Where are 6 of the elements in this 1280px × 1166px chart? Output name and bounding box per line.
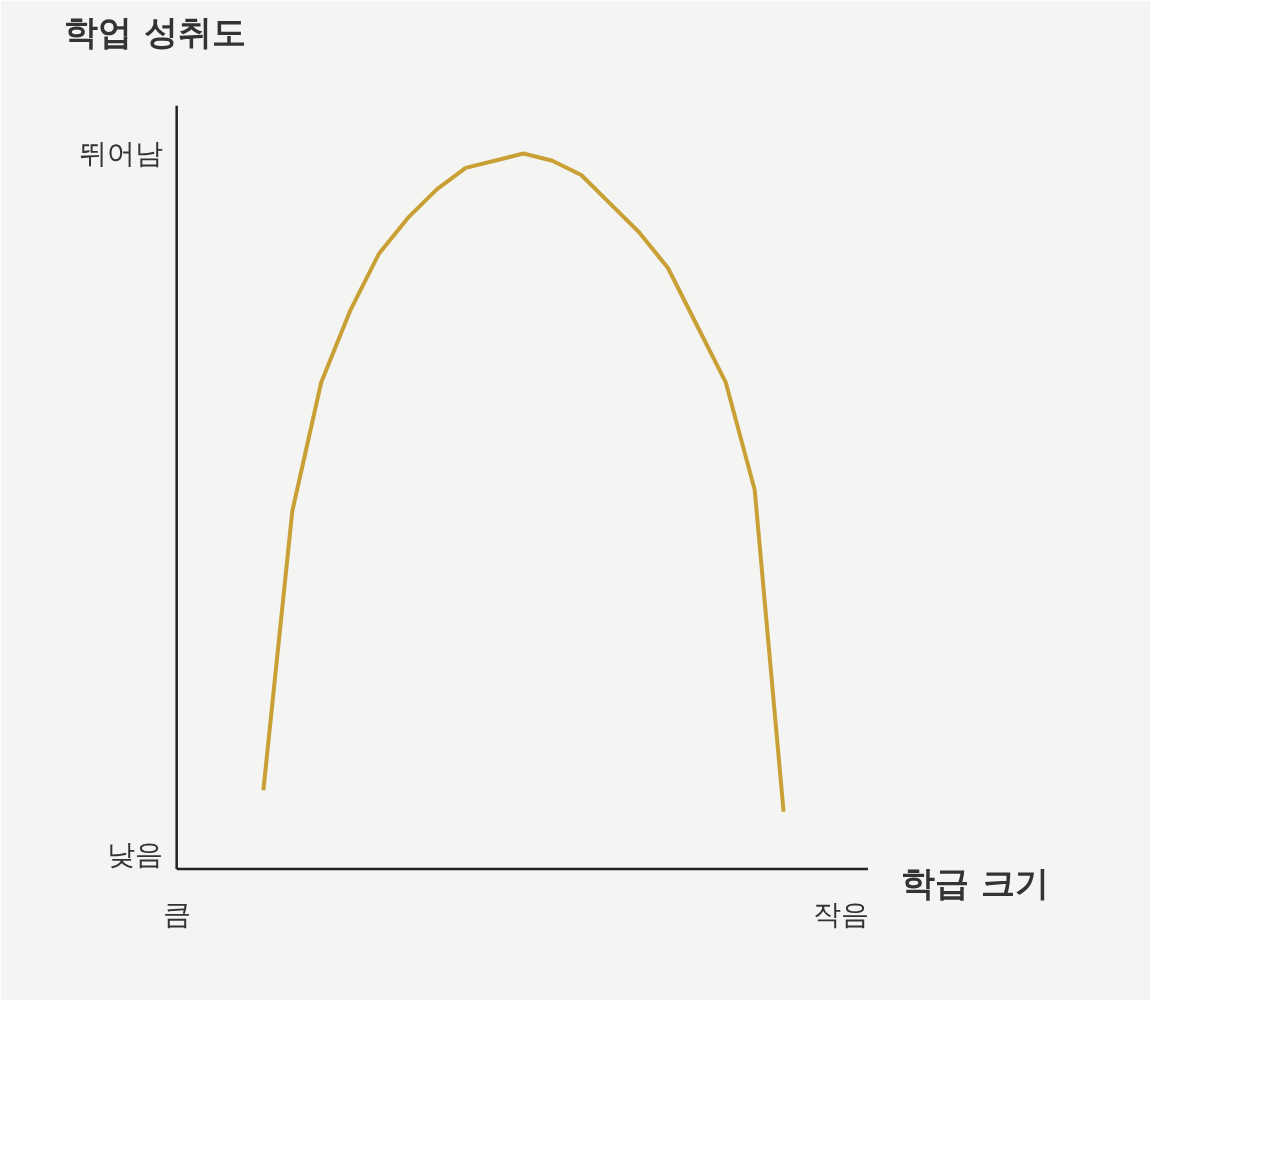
x-axis-title: 학급 크기 <box>901 863 1050 904</box>
x-tick-label: 큼 <box>162 897 191 931</box>
x-tick-label: 작음 <box>813 897 870 931</box>
y-axis-title: 학업 성취도 <box>63 11 246 52</box>
text: 뛰어남 <box>79 137 164 171</box>
text: 낮음 <box>107 838 164 872</box>
